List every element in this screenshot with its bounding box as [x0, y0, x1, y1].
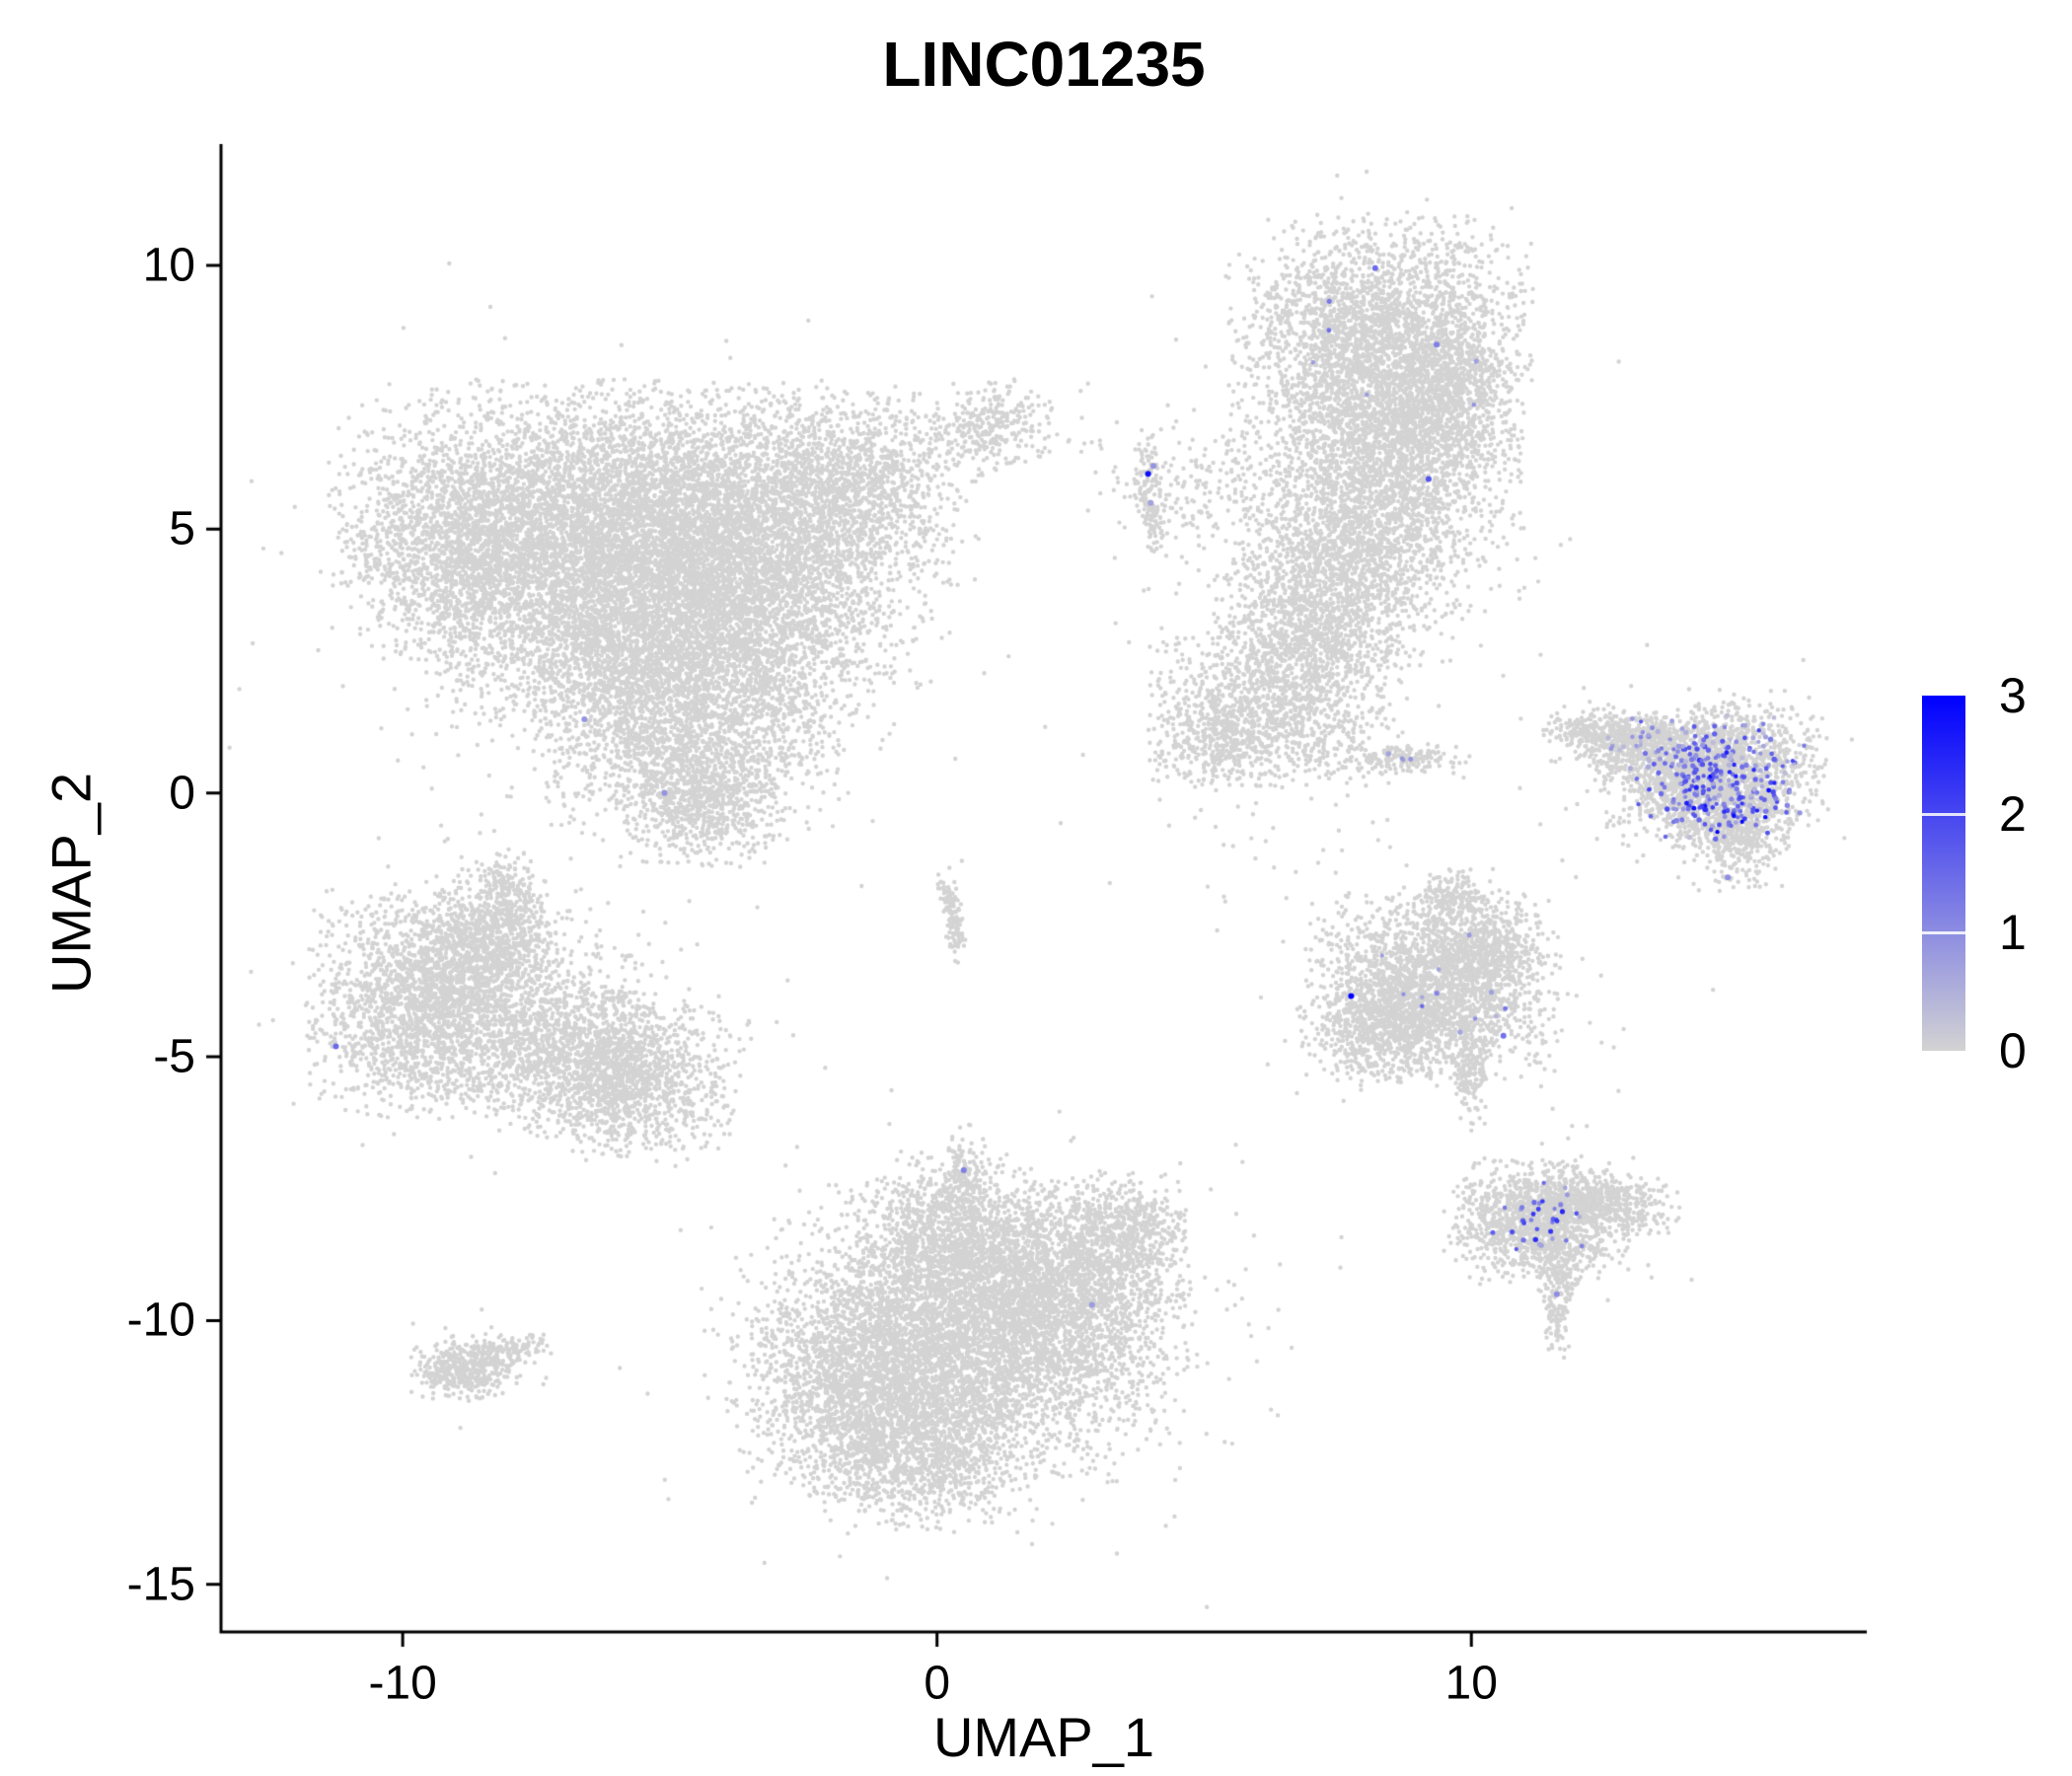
legend-tick-label: 0 — [1999, 1023, 2027, 1078]
colorbar-tick-mark — [1922, 930, 1965, 934]
y-tick-label: 5 — [169, 502, 195, 555]
y-tick-label: 10 — [142, 239, 195, 292]
legend-tick-label: 2 — [1999, 786, 2027, 842]
x-tick-label: 10 — [1444, 1657, 1498, 1710]
y-tick-label: -15 — [126, 1558, 195, 1611]
x-axis-title: UMAP_1 — [932, 1706, 1155, 1768]
y-tick-label: -5 — [153, 1030, 195, 1083]
legend-tick-label: 1 — [1999, 905, 2027, 960]
legend-tick-label: 3 — [1999, 668, 2027, 723]
y-tick-label: -10 — [126, 1294, 195, 1347]
colorbar-tick-mark — [1922, 812, 1965, 816]
y-tick-label: 0 — [169, 767, 195, 820]
x-tick-label: -10 — [368, 1657, 437, 1710]
y-axis-title: UMAP_2 — [39, 772, 103, 995]
x-tick-label: 0 — [924, 1657, 951, 1710]
colorbar-gradient — [1922, 696, 1965, 1051]
chart-title: LINC01235 — [882, 29, 1206, 100]
